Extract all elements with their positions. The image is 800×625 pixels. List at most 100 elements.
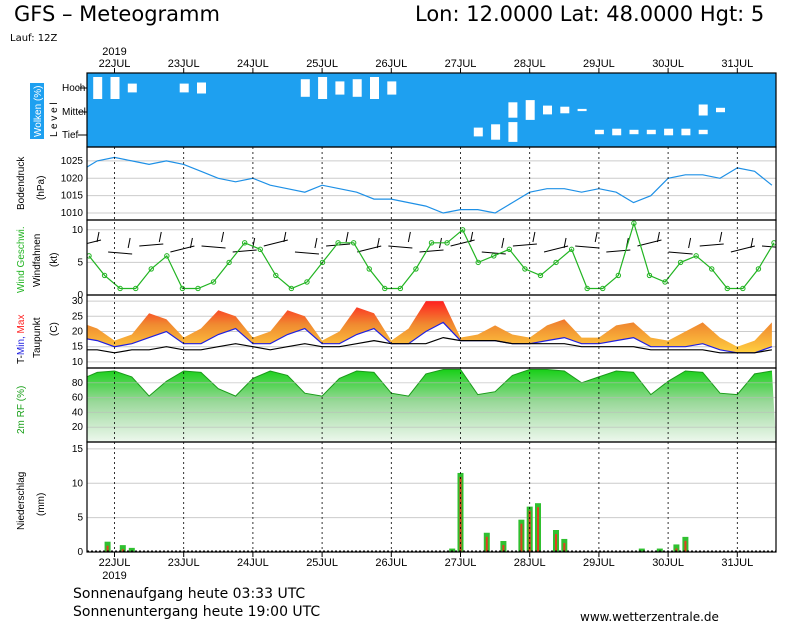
cloud-cell-hoch [197, 82, 206, 94]
wind-ylabel: Wind Geschwi. [16, 226, 27, 293]
precip-bar-core [502, 545, 505, 552]
wind-barb-flag [688, 237, 692, 249]
panel-frame [86, 219, 777, 296]
wind-barb-flag [532, 231, 536, 243]
pressure-ylabel: Bodendruck [16, 156, 27, 210]
wind-speed-point [350, 240, 357, 246]
wind-speed-point [101, 272, 108, 279]
wind-barb-flag [96, 231, 100, 243]
precip-bar-core [537, 507, 540, 552]
temp-tick-label: 20 [72, 327, 84, 338]
humidity-line [87, 369, 772, 397]
pressure-line [87, 156, 773, 214]
year-label-bottom: 2019 [102, 570, 126, 582]
precip-bar [638, 548, 645, 552]
day-label-bottom: 26JUL [375, 557, 407, 569]
cloud-cell-hoch [370, 77, 379, 99]
cloud-ylabel2: L e v e l [49, 102, 60, 137]
wind-speed-point [257, 246, 263, 253]
cloud-level-label: Tief [62, 130, 79, 141]
cloud-level-label: Mittel [62, 107, 86, 118]
day-label-top: 22JUL [99, 58, 131, 70]
wind-barb [294, 251, 319, 255]
wind-speed-point [537, 272, 544, 279]
coordinates: Lon: 12.0000 Lat: 48.0000 Hgt: 5 [415, 2, 765, 26]
wind-barb-flag [750, 237, 754, 249]
cloud-cell-tief [681, 128, 691, 136]
day-label-bottom: 25JUL [306, 557, 338, 569]
day-label-top: 26JUL [375, 58, 407, 70]
wind-barb-flag [656, 231, 660, 243]
wind-barb [512, 243, 537, 247]
wind-speed-point [382, 285, 388, 292]
wind-barb-flag [283, 231, 287, 243]
precip-bar-core [121, 549, 124, 552]
wind-speed-point [179, 285, 186, 292]
wind-barb [575, 245, 600, 249]
sunrise-text: Sonnenaufgang heute 03:33 UTC [73, 586, 306, 602]
wind-tick-label: 10 [72, 225, 84, 236]
cloud-cell-mittel [716, 107, 725, 113]
cloud-cell-tief [491, 124, 501, 140]
cloud-cell-tief [629, 129, 639, 135]
cloud-cell-hoch [387, 81, 397, 95]
day-label-top: 30JUL [652, 58, 684, 70]
wind-barb-flag [407, 231, 411, 243]
precip-bar [128, 547, 135, 552]
wind-barb-flag [376, 237, 380, 249]
cloud-ylabel: Wolken (%) [33, 86, 44, 138]
day-label-bottom: 30JUL [652, 557, 684, 569]
wind-speed-point [164, 253, 170, 259]
cloud-label-bg [30, 83, 44, 139]
website-link[interactable]: www.wetterzentrale.de [580, 610, 719, 624]
wind-barb [606, 249, 631, 253]
day-label-top: 24JUL [237, 58, 269, 70]
wind-barb-flag [314, 237, 318, 249]
precip-tick-label: 0 [77, 547, 83, 558]
wind-speed-point [724, 285, 730, 292]
wind-panel: 0 5 10 Wind Geschwi. Windfahnen (kt) [16, 220, 776, 301]
wind-speed-point [195, 285, 201, 292]
day-label-bottom: 31JUL [721, 557, 753, 569]
wind-speed-point [740, 285, 746, 292]
cloud-cell-mittel [508, 102, 518, 118]
time-axis: 22JUL 22JUL 23JUL 23JUL 24JUL 24JUL 25JUL 25JUL… [86, 46, 777, 582]
precip-tick-label: 10 [72, 478, 84, 489]
day-label-bottom: 28JUL [514, 557, 546, 569]
wind-speed-point [210, 279, 217, 285]
humidity-tick-label: 20 [72, 422, 84, 433]
wind-barb-flag [221, 231, 225, 243]
day-label-bottom: 22JUL [99, 557, 131, 569]
wind-barb-flag [501, 237, 505, 249]
wind-barb [201, 245, 226, 249]
humidity-ylabel: 2m RF (%) [16, 386, 27, 434]
cloud-background [87, 73, 776, 147]
day-label-bottom: 23JUL [168, 557, 200, 569]
precip-ylabel: Niederschlag [16, 472, 27, 530]
wind-barb-flag [345, 231, 349, 243]
precip-bar-core [459, 476, 462, 552]
wind-barb [232, 249, 257, 253]
temp-range-area [87, 301, 772, 353]
sunset-text: Sonnenuntergang heute 19:00 UTC [73, 604, 321, 620]
precip-bar-core [106, 545, 109, 552]
day-label-top: 31JUL [721, 58, 753, 70]
day-label-bottom: 24JUL [237, 557, 269, 569]
wind-speed-point [133, 285, 139, 292]
day-label-top: 29JUL [583, 58, 615, 70]
cloud-cell-hoch [127, 83, 137, 93]
wind-speed-point [631, 220, 637, 226]
wind-barb [108, 251, 133, 255]
pressure-tick-label: 1025 [61, 156, 84, 167]
dewpoint-line [87, 336, 773, 354]
wind-speed-point [319, 259, 326, 266]
wind-speed-point [709, 266, 715, 272]
wind-barb-flag [719, 231, 723, 243]
precip-bar-core [520, 523, 523, 552]
cloud-cell-tief [473, 127, 483, 137]
humidity-tick-label: 60 [72, 393, 84, 404]
wind-tick-label: 0 [77, 290, 83, 301]
wind-barb [139, 243, 164, 247]
wind-speed-point [506, 246, 513, 253]
